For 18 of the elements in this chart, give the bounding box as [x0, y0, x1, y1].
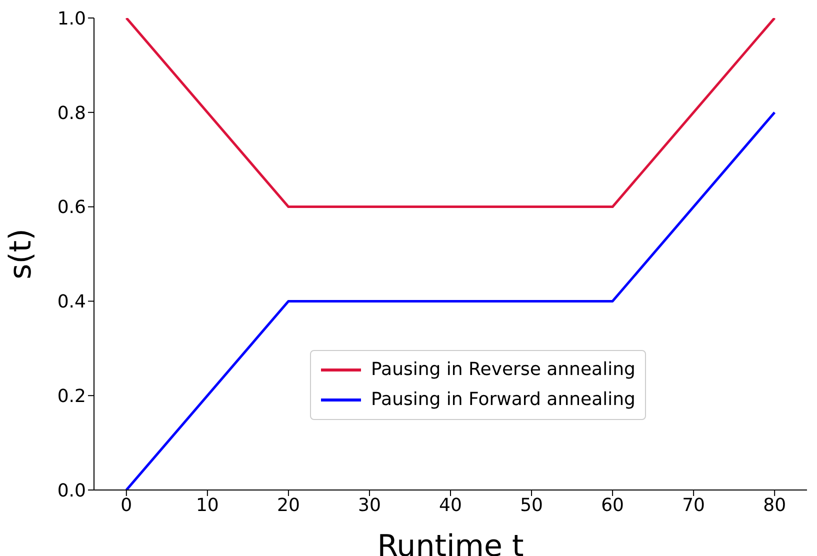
legend-label: Pausing in Forward annealing — [371, 388, 636, 412]
y-tick-label: 0.8 — [57, 102, 86, 124]
x-tick-label: 50 — [520, 494, 543, 516]
x-tick-label: 0 — [120, 494, 132, 516]
x-tick-label: 60 — [601, 494, 624, 516]
y-tick-label: 0.4 — [57, 292, 86, 313]
y-tick-label: 0.6 — [57, 197, 86, 218]
x-tick-label: 40 — [439, 494, 462, 516]
y-tick-label: 1.0 — [57, 8, 86, 30]
x-tick-label: 10 — [196, 494, 219, 516]
x-tick-label: 70 — [682, 494, 706, 516]
x-tick-label: 30 — [358, 494, 381, 516]
y-tick-label: 0.0 — [57, 480, 86, 502]
x-tick-label: 80 — [763, 494, 786, 516]
x-tick-label: 20 — [277, 494, 300, 516]
y-axis-title: s(t) — [4, 228, 39, 280]
y-tick-label: 0.2 — [57, 386, 86, 407]
legend-label: Pausing in Reverse annealing — [371, 358, 636, 382]
